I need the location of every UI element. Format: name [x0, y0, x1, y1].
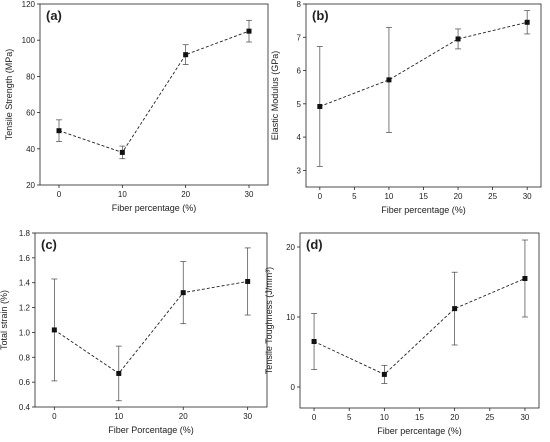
y-axis-title: Total strain (%): [0, 290, 9, 350]
chart-panel-4: 0 5 10 15 20 25 30 0 10 20 Fiber percentage (%) Ten…: [264, 232, 540, 436]
y-tick-label: 0: [291, 383, 296, 392]
y-tick-label: 7: [297, 33, 302, 42]
x-tick-label: 20: [454, 192, 463, 201]
y-tick-label: 4: [297, 133, 302, 142]
x-tick-label: 30: [520, 413, 529, 422]
x-tick-label: 0: [318, 192, 323, 201]
x-axis-title: Fiber percentage (%): [377, 426, 462, 436]
y-tick-label: 1.4: [19, 279, 31, 288]
x-tick-label: 25: [485, 413, 494, 422]
x-tick-label: 15: [419, 192, 428, 201]
x-tick-label: 20: [181, 190, 190, 199]
x-tick-label: 25: [488, 192, 497, 201]
data-point: [246, 28, 252, 34]
plot-frame: [299, 232, 540, 409]
x-tick-label: 15: [415, 413, 424, 422]
data-point: [119, 149, 125, 155]
y-tick-label: 100: [22, 36, 36, 45]
data-point: [180, 290, 186, 296]
y-tick-label: 40: [26, 145, 35, 154]
y-tick-label: 60: [26, 109, 35, 118]
panel-label: (d): [306, 237, 323, 252]
y-tick-label: 20: [26, 181, 35, 190]
data-point: [317, 103, 323, 109]
x-tick-label: 10: [380, 413, 389, 422]
data-point: [524, 19, 530, 25]
data-point: [51, 327, 57, 333]
data-point: [455, 36, 461, 42]
y-tick-label: 6: [297, 67, 302, 76]
y-tick-label: 0.4: [19, 403, 31, 412]
x-tick-label: 20: [179, 412, 188, 421]
y-tick-label: 1.8: [19, 229, 31, 238]
y-tick-label: 80: [26, 72, 35, 81]
series-line: [319, 21, 528, 107]
chart-panel-2: 0 5 10 15 20 25 30 3 4 5 6 7 8 Fiber percentage (%) El…: [270, 0, 542, 215]
x-tick-label: 10: [384, 192, 393, 201]
series-line: [58, 30, 250, 153]
x-tick-label: 5: [352, 192, 357, 201]
x-axis-title: Fiber Porcentage (%): [108, 425, 194, 435]
x-tick-label: 5: [347, 413, 352, 422]
data-point: [522, 276, 528, 281]
y-axis-title: Tensile Toughness (J/mm³): [264, 267, 274, 374]
plot-frame: [34, 232, 268, 408]
x-tick-label: 10: [118, 190, 127, 199]
x-tick-label: 30: [523, 192, 532, 201]
x-axis-title: Fiber percentage (%): [381, 205, 466, 215]
series-line: [313, 278, 526, 375]
y-axis-title: Tensile Strength (MPa): [4, 49, 14, 141]
x-axis-title: Fiber percentage (%): [112, 203, 197, 213]
x-tick-label: 20: [450, 413, 459, 422]
data-point: [311, 339, 317, 344]
data-point: [56, 128, 62, 134]
y-tick-label: 1.6: [19, 254, 31, 263]
y-tick-label: 1.2: [19, 304, 31, 313]
x-tick-label: 0: [312, 413, 317, 422]
data-point: [245, 278, 251, 284]
y-tick-label: 8: [297, 0, 302, 9]
y-tick-label: 0.6: [19, 378, 31, 387]
y-tick-label: 0.8: [19, 353, 31, 362]
y-tick-label: 1.0: [19, 328, 31, 337]
y-tick-label: 5: [297, 100, 302, 109]
panel-label: (c): [41, 237, 57, 252]
data-point: [381, 371, 387, 377]
x-tick-label: 30: [245, 190, 254, 199]
series-line: [54, 281, 248, 375]
y-tick-label: 120: [22, 0, 36, 9]
x-tick-label: 30: [243, 412, 252, 421]
panel-label: (b): [312, 8, 329, 23]
data-point: [452, 306, 458, 312]
x-tick-label: 0: [52, 412, 57, 421]
y-tick-label: 10: [286, 313, 295, 322]
x-tick-label: 10: [114, 412, 123, 421]
plot-frame: [39, 3, 269, 186]
chart-panel-1: 0 10 20 30 20 40 60 80 100 120 Fiber percentage (%…: [4, 0, 269, 213]
chart-panel-3: 0 10 20 30 0.4 0.6 0.8 1.0 1.2 1.4 1.6 1.8 Fiber Por…: [0, 229, 268, 435]
data-point: [183, 52, 189, 58]
y-axis-title: Elastic Modulus (GPa): [270, 51, 280, 141]
panel-label: (a): [46, 8, 62, 23]
data-point: [386, 77, 392, 83]
y-tick-label: 20: [286, 243, 295, 252]
data-point: [116, 370, 122, 376]
plot-frame: [305, 3, 542, 188]
y-tick-label: 3: [297, 166, 302, 175]
x-tick-label: 0: [57, 190, 62, 199]
